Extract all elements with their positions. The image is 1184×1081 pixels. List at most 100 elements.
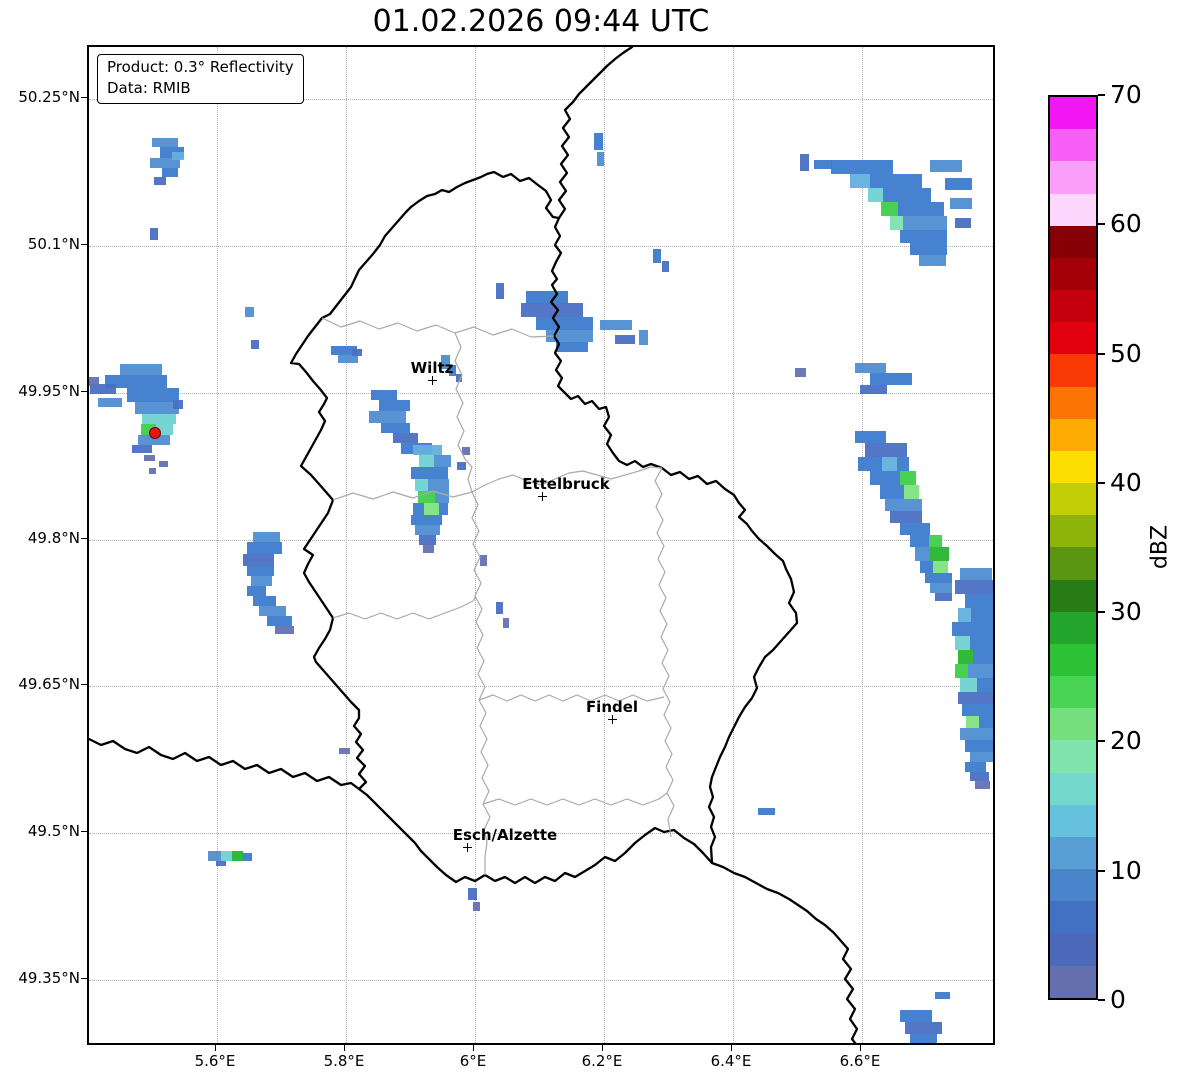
y-tick-mark [81,684,87,685]
radar-echo-cell [331,346,357,355]
radar-echo-cell [98,398,122,407]
colorbar-segment [1050,418,1096,451]
radar-echo-cell [930,160,962,172]
radar-echo-cell [960,728,993,740]
radar-echo-cell [90,384,116,394]
y-tick-mark [81,244,87,245]
radar-echo-cell [970,772,989,781]
radar-echo-cell [127,388,179,402]
radar-echo-cell [904,485,919,499]
gridline-y [89,686,993,687]
city-label: Wiltz [410,359,454,377]
radar-echo-cell [423,545,434,553]
colorbar-segment [1050,579,1096,612]
radar-echo-cell [232,851,243,861]
radar-echo-cell [850,174,870,188]
radar-echo-cell [424,503,439,515]
colorbar-segment [1050,515,1096,548]
x-tick-mark [215,1045,216,1051]
colorbar-segment [1050,354,1096,387]
radar-echo-cell [979,716,993,728]
radar-echo-cell [411,515,442,525]
radar-echo-cell [881,202,898,216]
radar-echo-cell [855,363,886,373]
radar-echo-cell [935,992,950,999]
colorbar-segment [1050,193,1096,226]
radar-echo-cell [973,650,993,664]
x-tick-label: 5.6°E [194,1052,236,1070]
x-tick-mark [860,1045,861,1051]
colorbar-segment [1050,772,1096,805]
y-tick-label: 49.5°N [27,822,80,840]
radar-echo-cell [338,355,358,363]
radar-echo-cell [418,491,435,503]
colorbar-segment [1050,290,1096,323]
colorbar-unit-label: dBZ [1147,524,1173,570]
radar-site-marker [149,427,161,439]
colorbar [1048,95,1098,1000]
colorbar-gradient [1050,97,1096,998]
map-plot-inner: Wiltz Ettelbruck Findel Esch/Alzette Produc… [89,47,993,1043]
radar-echo-cell [434,455,451,467]
radar-echo-cell [965,594,993,608]
y-tick-mark [81,978,87,979]
radar-echo-cell [965,762,986,772]
radar-echo-cell [920,561,933,573]
radar-echo-cell [958,692,993,704]
radar-echo-cell [858,457,882,471]
radar-echo-cell [149,468,156,474]
radar-echo-cell [275,626,294,634]
radar-echo-cell [456,374,462,382]
radar-echo-cell [910,1034,937,1043]
radar-echo-cell [898,202,944,216]
radar-echo-cell [800,154,809,171]
colorbar-tick-mark [1098,352,1105,355]
gridline-x [862,47,863,1043]
radar-echo-cell [251,576,272,586]
radar-echo-cell [462,447,470,455]
radar-echo-cell [247,542,282,554]
gridline-x [733,47,734,1043]
france-germany-border [710,861,859,1043]
radar-echo-cell [929,535,942,547]
radar-echo-cell [970,636,993,650]
radar-echo-cell [152,138,178,147]
radar-echo-cell [536,317,593,330]
radar-echo-cell [245,307,254,317]
radar-echo-cell [600,320,632,330]
city-marker [538,492,547,501]
gridline-y [89,980,993,981]
radar-echo-cell [865,443,907,457]
radar-echo-cell [890,216,903,230]
belgium-france-border [89,737,361,791]
radar-echo-cell [962,704,993,716]
radar-echo-cell [496,602,503,614]
city-marker [608,715,617,724]
colorbar-tick-label: 0 [1110,985,1126,1014]
y-tick-label: 49.8°N [27,529,80,547]
colorbar-tick-mark [1098,94,1105,96]
radar-echo-cell [919,255,946,266]
y-tick-label: 50.25°N [18,88,80,106]
colorbar-tick-label: 50 [1110,338,1142,368]
radar-echo-cell [468,888,477,900]
radar-echo-cell [259,606,286,616]
colorbar-segment [1050,676,1096,709]
radar-echo-cell [831,160,893,174]
radar-echo-cell [253,532,280,542]
city-marker [428,376,437,385]
radar-echo-cell [546,330,593,342]
radar-echo-cell [855,431,886,443]
radar-echo-cell [247,586,266,596]
colorbar-segment [1050,708,1096,741]
radar-echo-cell [521,303,583,317]
radar-echo-cell [216,861,226,866]
radar-echo-cell [955,580,993,594]
radar-echo-cell [882,457,897,471]
radar-echo-cell [159,461,168,467]
colorbar-tick-mark [1098,223,1105,226]
x-tick-mark [473,1045,474,1051]
radar-echo-cell [900,230,947,243]
radar-echo-cell [371,390,397,400]
